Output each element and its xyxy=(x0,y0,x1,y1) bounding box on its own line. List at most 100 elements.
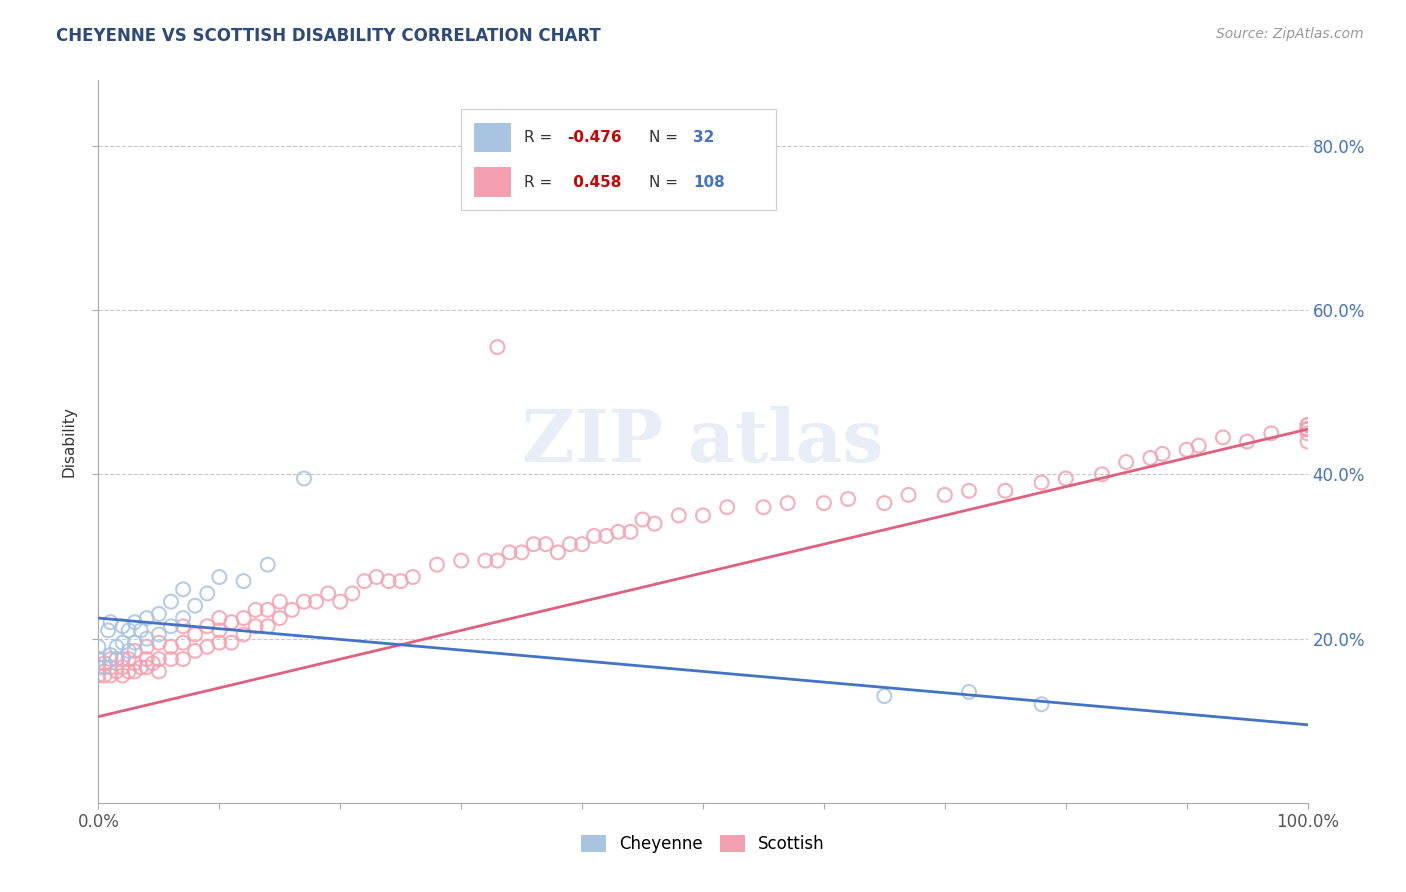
Point xyxy=(245,603,267,617)
Point xyxy=(208,624,231,638)
Point xyxy=(873,689,896,703)
Point xyxy=(129,660,152,674)
Point xyxy=(269,594,291,608)
Point xyxy=(124,665,146,679)
Point xyxy=(172,636,194,650)
Point xyxy=(100,615,122,630)
Point xyxy=(184,599,207,613)
Point xyxy=(631,512,654,526)
Point xyxy=(195,586,218,600)
FancyBboxPatch shape xyxy=(474,122,510,153)
Point xyxy=(1212,430,1234,444)
Text: Source: ZipAtlas.com: Source: ZipAtlas.com xyxy=(1216,27,1364,41)
Point xyxy=(135,632,157,646)
Point xyxy=(97,624,120,638)
Point xyxy=(87,652,110,666)
Point xyxy=(1188,439,1211,453)
FancyBboxPatch shape xyxy=(461,109,776,211)
Point xyxy=(118,652,141,666)
Point xyxy=(135,611,157,625)
Point xyxy=(87,640,110,654)
Point xyxy=(558,537,581,551)
Point xyxy=(523,537,546,551)
Point xyxy=(1260,426,1282,441)
Point xyxy=(668,508,690,523)
Point xyxy=(389,574,412,588)
Text: R =: R = xyxy=(524,130,557,145)
Point xyxy=(124,657,146,671)
Point xyxy=(160,619,183,633)
Point xyxy=(111,619,134,633)
Point xyxy=(534,537,557,551)
Point xyxy=(377,574,399,588)
Point xyxy=(111,668,134,682)
Point xyxy=(129,624,152,638)
Point xyxy=(353,574,375,588)
Point xyxy=(221,615,243,630)
Point xyxy=(160,594,183,608)
Point xyxy=(1152,447,1174,461)
Point xyxy=(124,615,146,630)
Point xyxy=(1175,442,1198,457)
Point xyxy=(148,652,170,666)
Point xyxy=(232,611,254,625)
Point xyxy=(366,570,388,584)
Y-axis label: Disability: Disability xyxy=(62,406,77,477)
Point xyxy=(450,553,472,567)
Point xyxy=(87,668,110,682)
Point xyxy=(813,496,835,510)
Point xyxy=(486,340,509,354)
Point xyxy=(1115,455,1137,469)
Point xyxy=(232,574,254,588)
Point xyxy=(195,640,218,654)
Point xyxy=(1296,434,1319,449)
Point xyxy=(124,644,146,658)
Point xyxy=(172,582,194,597)
Point xyxy=(752,500,775,515)
Text: 32: 32 xyxy=(693,130,714,145)
FancyBboxPatch shape xyxy=(474,167,510,197)
Point xyxy=(1031,475,1053,490)
Point xyxy=(837,491,859,506)
Point xyxy=(256,603,278,617)
Point xyxy=(111,636,134,650)
Point xyxy=(342,586,364,600)
Point xyxy=(184,644,207,658)
Point xyxy=(184,627,207,641)
Point xyxy=(510,545,533,559)
Point xyxy=(1236,434,1258,449)
Point xyxy=(148,665,170,679)
Point xyxy=(93,668,115,682)
Point xyxy=(105,652,128,666)
Point xyxy=(305,594,328,608)
Point xyxy=(644,516,666,531)
Point xyxy=(716,500,738,515)
Point xyxy=(486,553,509,567)
Point xyxy=(547,545,569,559)
Point xyxy=(148,636,170,650)
Point xyxy=(1296,422,1319,436)
Point xyxy=(402,570,425,584)
Point xyxy=(1296,418,1319,433)
Point xyxy=(245,619,267,633)
Point xyxy=(1296,422,1319,436)
Point xyxy=(776,496,799,510)
Text: ZIP atlas: ZIP atlas xyxy=(523,406,883,477)
Text: N =: N = xyxy=(648,130,682,145)
Point xyxy=(208,636,231,650)
Point xyxy=(208,570,231,584)
Text: N =: N = xyxy=(648,175,682,189)
Point xyxy=(292,471,315,485)
Point xyxy=(957,685,980,699)
Point xyxy=(232,627,254,641)
Point xyxy=(316,586,339,600)
Point xyxy=(87,660,110,674)
Point xyxy=(148,627,170,641)
Point xyxy=(135,640,157,654)
Point xyxy=(172,652,194,666)
Point xyxy=(256,558,278,572)
Point xyxy=(105,665,128,679)
Point xyxy=(105,640,128,654)
Point xyxy=(142,657,165,671)
Point xyxy=(100,648,122,662)
